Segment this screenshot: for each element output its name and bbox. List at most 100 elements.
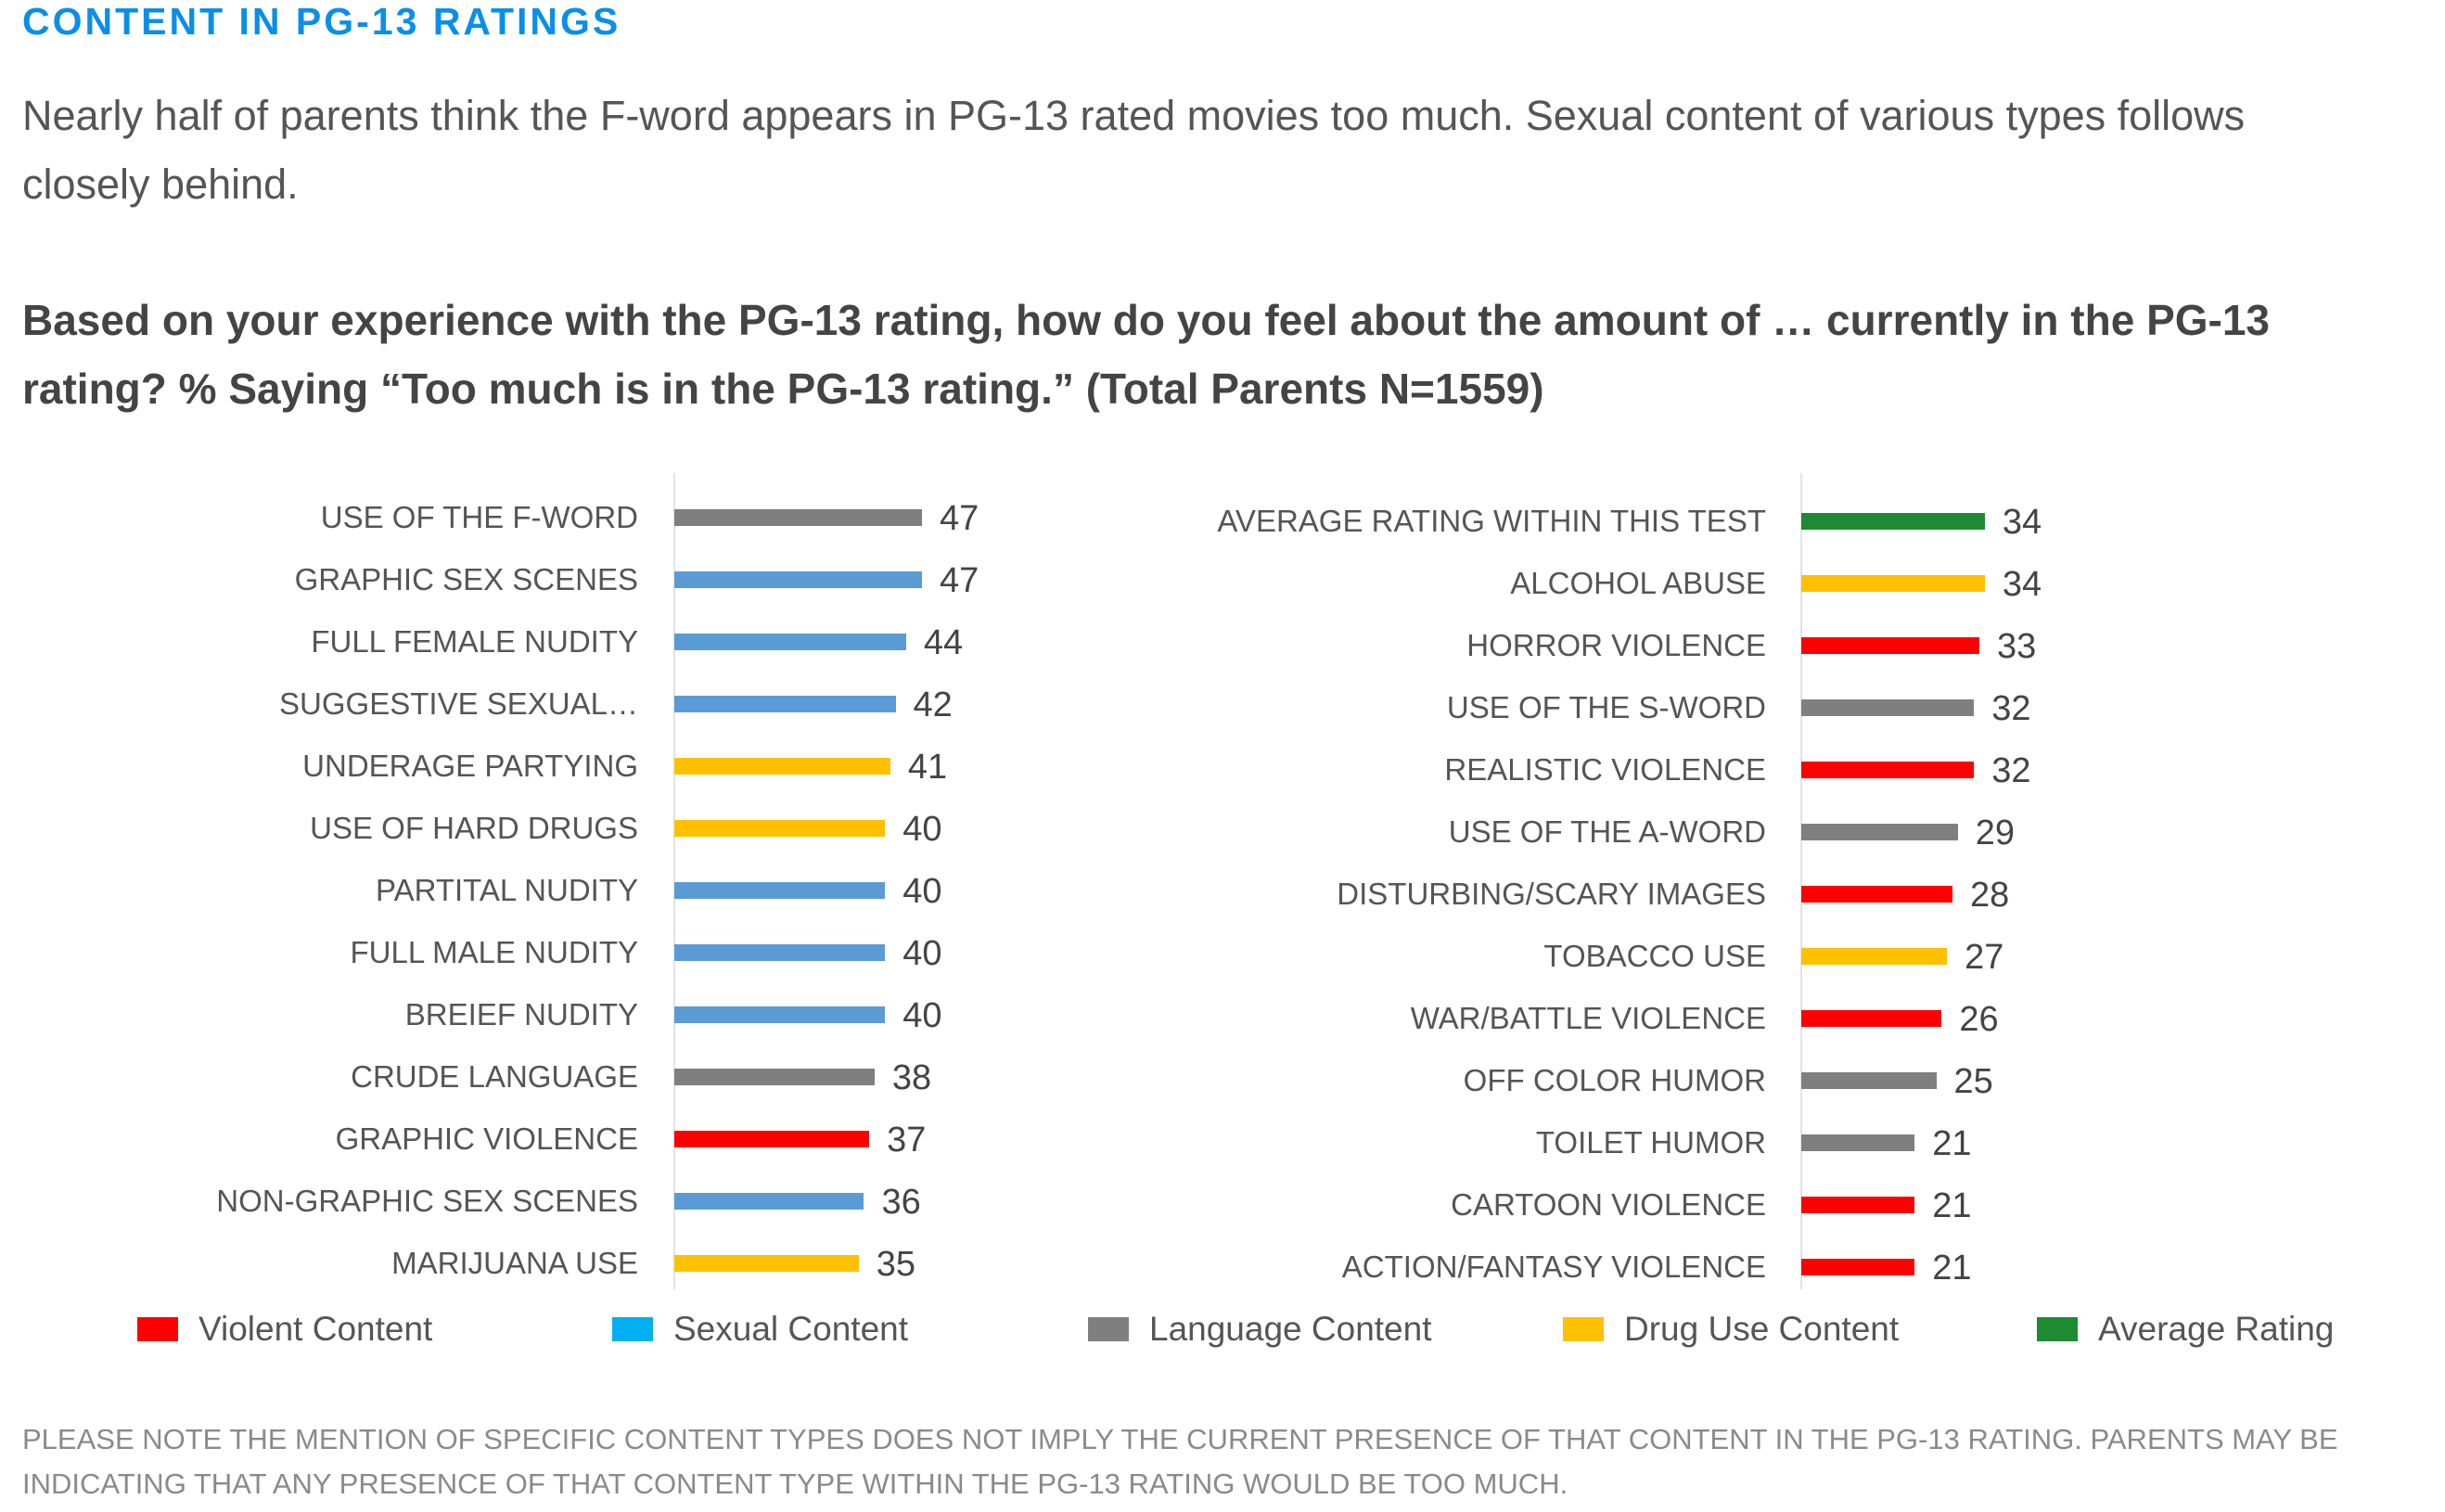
legend-label: Drug Use Content [1624, 1310, 1900, 1348]
bar [674, 696, 896, 712]
category-label: GRAPHIC SEX SCENES [294, 562, 638, 596]
category-label: FULL MALE NUDITY [350, 935, 638, 969]
bar [1801, 699, 1975, 716]
category-label: USE OF THE S-WORD [1446, 690, 1766, 724]
category-label: USE OF THE A-WORD [1448, 814, 1766, 849]
chart-legend: Violent Content Sexual Content Language Co… [0, 1310, 2445, 1365]
value-label: 40 [902, 996, 942, 1035]
bar [674, 758, 890, 775]
category-label: CRUDE LANGUAGE [351, 1059, 638, 1094]
value-label: 47 [939, 561, 979, 600]
bar-row: PARTITAL NUDITY 40 [0, 859, 1113, 921]
bar-row: ACTION/FANTASY VIOLENCE 21 [0, 1236, 2445, 1298]
bar-row: GRAPHIC VIOLENCE 37 [0, 1108, 1113, 1170]
right-axis-line [1800, 473, 1802, 1289]
bar [674, 571, 922, 588]
bar [1801, 1197, 1915, 1213]
legend-swatch [137, 1317, 178, 1341]
value-label: 40 [902, 872, 942, 911]
value-label: 33 [1997, 627, 2037, 666]
bar [674, 1131, 870, 1147]
legend-swatch [1088, 1317, 1129, 1341]
intro-text: Nearly half of parents think the F-word … [22, 92, 2246, 208]
category-label: TOILET HUMOR [1535, 1125, 1766, 1160]
bar-row: NON-GRAPHIC SEX SCENES 36 [0, 1170, 1113, 1232]
value-label: 32 [1991, 689, 2031, 728]
bar [1801, 1010, 1942, 1027]
category-label: GRAPHIC VIOLENCE [335, 1121, 638, 1156]
bar [1801, 948, 1948, 965]
chart-question: Based on your experience with the PG-13 … [22, 296, 2271, 413]
bar-row: TOBACCO USE 27 [0, 925, 2445, 987]
category-label: HORROR VIOLENCE [1466, 628, 1766, 662]
value-label: 27 [1965, 938, 2004, 977]
legend-swatch [2037, 1317, 2078, 1341]
right-bar-chart: AVERAGE RATING WITHIN THIS TEST 34 ALCOHOL… [0, 473, 2445, 1289]
category-label: REALISTIC VIOLENCE [1444, 752, 1766, 787]
value-label: 34 [2002, 503, 2042, 542]
legend-label: Sexual Content [673, 1310, 909, 1348]
value-label: 44 [923, 623, 964, 662]
bar [674, 820, 886, 837]
bar-row: BREIEF NUDITY 40 [0, 983, 1113, 1045]
category-label: WAR/BATTLE VIOLENCE [1410, 1001, 1766, 1035]
category-label: SUGGESTIVE SEXUAL… [279, 686, 638, 721]
category-label: BREIEF NUDITY [404, 997, 638, 1031]
value-label: 28 [1969, 876, 2010, 915]
value-label: 37 [887, 1121, 927, 1160]
bar-row: CARTOON VIOLENCE 21 [0, 1173, 2445, 1236]
category-label: DISTURBING/SCARY IMAGES [1337, 877, 1766, 911]
bar [1801, 824, 1958, 840]
bar-row: FULL MALE NUDITY 40 [0, 921, 1113, 983]
bar-row: SUGGESTIVE SEXUAL… 42 [0, 673, 1113, 735]
legend-item: Violent Content [137, 1310, 432, 1349]
category-label: CARTOON VIOLENCE [1451, 1187, 1766, 1222]
bar-row: HORROR VIOLENCE 33 [0, 614, 2445, 676]
bar-row: CRUDE LANGUAGE 38 [0, 1045, 1113, 1108]
legend-swatch [1563, 1317, 1604, 1341]
legend-swatch [612, 1317, 653, 1341]
bar [1801, 575, 1985, 592]
legend-item: Average Rating [2037, 1310, 2334, 1349]
bar [674, 634, 906, 650]
bar-row: USE OF THE F-WORD 47 [0, 486, 1113, 548]
value-label: 41 [907, 748, 948, 787]
category-label: FULL FEMALE NUDITY [311, 624, 638, 659]
value-label: 38 [891, 1058, 932, 1097]
bar-row: OFF COLOR HUMOR 25 [0, 1049, 2445, 1111]
legend-item: Sexual Content [612, 1310, 908, 1349]
bar-row: DISTURBING/SCARY IMAGES 28 [0, 863, 2445, 925]
bar [1801, 1072, 1937, 1089]
legend-item: Drug Use Content [1563, 1310, 1899, 1349]
value-label: 36 [881, 1183, 921, 1222]
bar [1801, 1259, 1915, 1275]
legend-item: Language Content [1088, 1310, 1432, 1349]
category-label: AVERAGE RATING WITHIN THIS TEST [1217, 504, 1766, 538]
category-label: UNDERAGE PARTYING [302, 749, 638, 783]
section-title: CONTENT IN PG-13 RATINGS [22, 0, 621, 43]
value-label: 35 [876, 1245, 916, 1284]
value-label: 40 [902, 934, 942, 973]
footnote: PLEASE NOTE THE MENTION OF SPECIFIC CONT… [22, 1423, 2338, 1500]
bar [674, 882, 886, 899]
legend-label: Language Content [1149, 1310, 1432, 1348]
value-label: 42 [913, 686, 953, 724]
category-label: PARTITAL NUDITY [376, 873, 638, 907]
bar [674, 1255, 859, 1272]
bar-row: FULL FEMALE NUDITY 44 [0, 610, 1113, 673]
bar-row: REALISTIC VIOLENCE 32 [0, 738, 2445, 801]
bar [674, 509, 922, 526]
bar [1801, 1134, 1915, 1151]
bar-row: USE OF HARD DRUGS 40 [0, 797, 1113, 859]
bar-row: USE OF THE A-WORD 29 [0, 801, 2445, 863]
bar [674, 1069, 875, 1085]
value-label: 26 [1959, 1000, 1999, 1039]
bar [1801, 513, 1985, 530]
value-label: 29 [1975, 814, 2016, 852]
bar-row: GRAPHIC SEX SCENES 47 [0, 548, 1113, 610]
value-label: 34 [2002, 565, 2042, 604]
category-label: ACTION/FANTASY VIOLENCE [1341, 1249, 1766, 1284]
bar-row: WAR/BATTLE VIOLENCE 26 [0, 987, 2445, 1049]
left-bar-chart: USE OF THE F-WORD 47 GRAPHIC SEX SCENES 47 F… [0, 473, 1113, 1289]
value-label: 47 [939, 499, 979, 538]
